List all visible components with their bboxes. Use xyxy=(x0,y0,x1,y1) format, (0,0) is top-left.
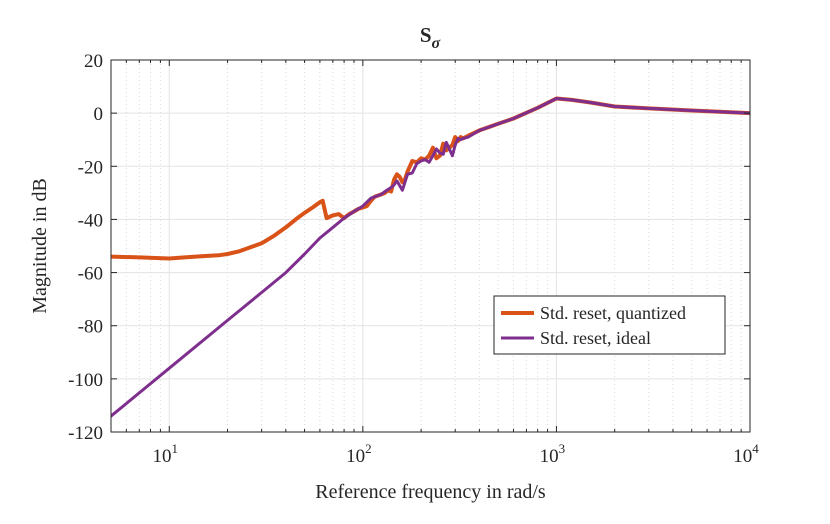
y-tick-label: -60 xyxy=(78,264,103,285)
x-tick-label: 103 xyxy=(540,441,566,467)
y-tick-label: -100 xyxy=(68,370,103,391)
x-tick-exponent: 4 xyxy=(752,441,759,456)
tick-marks xyxy=(111,59,751,433)
legend-label-ideal: Std. reset, ideal xyxy=(540,328,651,348)
chart-title: Sσ xyxy=(420,23,441,52)
chart-title-main: S xyxy=(420,23,432,47)
x-tick-base: 10 xyxy=(153,446,172,467)
legend-box xyxy=(493,295,726,355)
x-tick-base: 10 xyxy=(346,446,365,467)
y-tick-label: 0 xyxy=(94,104,104,125)
x-tick-label: 102 xyxy=(346,441,372,467)
x-tick-exponent: 3 xyxy=(559,441,566,456)
y-tick-label: -120 xyxy=(68,423,103,444)
y-tick-label: -40 xyxy=(78,210,103,231)
series-line-quantized xyxy=(111,96,750,261)
x-tick-base: 10 xyxy=(733,446,752,467)
y-tick-label: -20 xyxy=(78,157,103,178)
y-tick-label: -80 xyxy=(78,317,103,338)
y-tick-labels: -120 -100 -80 -60 -40 -20 0 20 xyxy=(68,51,103,444)
x-tick-labels: 101 102 103 104 xyxy=(153,441,760,467)
chart-title-subscript: σ xyxy=(432,35,441,52)
x-tick-base: 10 xyxy=(540,446,559,467)
x-tick-label: 104 xyxy=(733,441,759,467)
x-axis-label: Reference frequency in rad/s xyxy=(315,481,546,503)
legend: Std. reset, quantized Std. reset, ideal xyxy=(493,295,726,355)
x-tick-label: 101 xyxy=(153,441,179,467)
series-line-ideal xyxy=(111,97,750,418)
major-grid xyxy=(111,60,750,432)
legend-label-quantized: Std. reset, quantized xyxy=(540,303,686,323)
plot-frame xyxy=(110,59,751,433)
y-axis-label: Magnitude in dB xyxy=(29,178,51,314)
x-tick-exponent: 2 xyxy=(365,441,372,456)
minor-grid xyxy=(125,60,742,432)
x-tick-exponent: 1 xyxy=(172,441,179,456)
series-layer xyxy=(111,96,750,418)
y-tick-label: 20 xyxy=(84,51,103,72)
